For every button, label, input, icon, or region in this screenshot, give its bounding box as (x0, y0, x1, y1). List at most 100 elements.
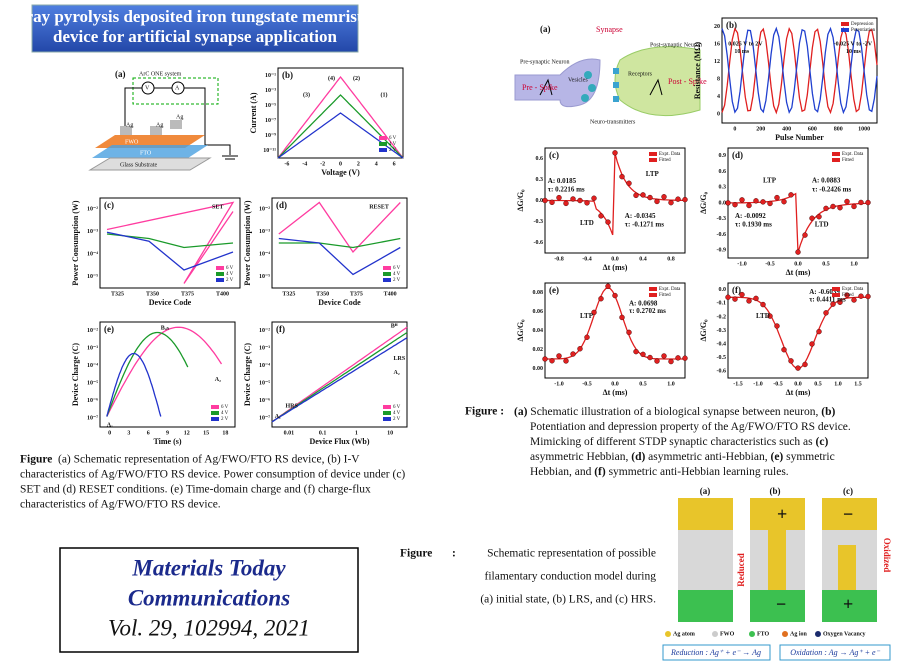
caption-sep: : (452, 548, 456, 560)
legend-swatch (211, 417, 219, 421)
annotation: Bᴴ (391, 324, 398, 330)
legend-label: 6 V (221, 405, 229, 410)
legend-swatch (383, 266, 391, 270)
legend-label: Expt. Data (842, 152, 864, 157)
y-tick-label: 10⁻⁹ (265, 133, 276, 139)
y-tick-label: 10⁻³ (87, 346, 98, 352)
point (591, 195, 597, 201)
synapse-text: Post-synaptic Neuron (650, 42, 702, 48)
x-tick-label: 1.0 (667, 381, 675, 387)
title: device for artificial synapse applicatio… (53, 27, 337, 46)
x-tick-label: T325 (111, 291, 124, 297)
arrow-label: Oxidized (882, 538, 892, 573)
x-tick-label: 1.0 (834, 381, 842, 387)
x-tick-label: 0.0 (794, 261, 802, 267)
x-axis-label: Device Flux (Wb) (310, 437, 370, 446)
x-tick-label: 0.5 (814, 381, 822, 387)
curve (271, 337, 408, 423)
annotation: LTD (815, 221, 829, 229)
annotation: τ: 0.1930 ms (735, 221, 772, 229)
x-tick-label: 2 (357, 161, 360, 167)
caption-text: filamentary conduction model during (485, 571, 657, 583)
y-tick-label: 10⁻³ (87, 229, 98, 235)
panel-label: (b) (770, 486, 781, 496)
annotation: τ: -0.2426 ms (812, 185, 851, 193)
panel-label: (e) (549, 285, 559, 295)
journal: Communications (128, 585, 290, 610)
point (746, 298, 752, 304)
y-tick-label: 12 (714, 59, 720, 65)
y-tick-label: 16 (714, 42, 720, 48)
point (802, 232, 808, 238)
point (767, 313, 773, 319)
y-tick-label: 0.04 (533, 328, 544, 334)
synapse-diagram (514, 46, 701, 117)
legend-swatch (211, 405, 219, 409)
legend-dot (815, 631, 821, 637)
legend-swatch (841, 28, 849, 32)
x-axis-label: Voltage (V) (321, 168, 360, 177)
annotation: LTD (580, 219, 594, 227)
point (682, 355, 688, 361)
annotation: Bₒₙ (161, 326, 170, 332)
y-tick-label: -0.9 (717, 248, 727, 254)
panel-label: (d) (732, 150, 743, 160)
x-tick-label: 1000 (858, 126, 870, 132)
point (612, 150, 618, 156)
y-tick-label: 4 (717, 94, 720, 100)
title-box (31, 4, 359, 53)
title: Spray pyrolysis deposited iron tungstate… (7, 7, 384, 26)
caption-text: (a) initial state, (b) LRS, and (c) HRS. (480, 594, 656, 606)
y-tick-label: -0.6 (717, 232, 727, 238)
panel-label: (c) (843, 486, 853, 496)
curve (278, 201, 401, 254)
y-tick-label: -0.3 (717, 216, 727, 222)
caption-text: Schematic representation of possible (487, 548, 656, 560)
point (788, 192, 794, 198)
annotation: (1) (381, 91, 388, 98)
curve (721, 26, 878, 115)
synapse-text: Vesicles (568, 77, 588, 83)
y-axis-label: Device Charge (C) (71, 343, 80, 406)
x-tick-label: T350 (146, 291, 159, 297)
caption-text: Hebbian, and (530, 466, 594, 478)
point (542, 197, 548, 204)
y-axis-label: Device Charge (C) (243, 343, 252, 406)
legend-label: Fitted (842, 293, 854, 298)
legend-swatch (216, 266, 224, 270)
x-axis-label: Pulse Number (775, 133, 824, 142)
legend-label: FWO (720, 631, 735, 637)
synapse-text: Neuro-transmitters (590, 119, 636, 125)
point (626, 180, 632, 187)
schematic-text: A (175, 85, 180, 91)
x-tick-label: 15 (203, 430, 209, 436)
annotation: 0.025 V to 2V (728, 42, 763, 48)
curve (106, 331, 189, 417)
schematic-text: V (145, 85, 150, 91)
point (542, 356, 548, 362)
point (732, 201, 738, 208)
point (739, 291, 745, 298)
point (570, 196, 576, 202)
legend-swatch (383, 405, 391, 409)
y-axis-label: Power Consumption (W) (243, 200, 252, 286)
point (626, 329, 632, 336)
y-tick-label: 10⁻⁴ (259, 252, 270, 258)
x-tick-label: 200 (756, 126, 765, 132)
annotation: (2) (353, 75, 360, 82)
x-axis-label: Device Code (318, 298, 361, 307)
point (753, 295, 759, 302)
x-tick-label: 0.8 (667, 256, 675, 262)
y-tick-label: -0.4 (717, 341, 727, 347)
caption-text: Potentiation and depression property of … (530, 421, 851, 433)
caption-text: Schematic illustration of a biological s… (527, 406, 821, 418)
x-tick-label: T375 (181, 291, 194, 297)
legend-label: FTO (757, 631, 770, 637)
x-tick-label: -1.0 (753, 381, 763, 387)
y-tick-label: 0.02 (533, 347, 544, 353)
annotation: LTD (756, 312, 770, 320)
point (823, 310, 829, 316)
x-tick-label: 9 (166, 430, 169, 436)
point (591, 309, 597, 316)
